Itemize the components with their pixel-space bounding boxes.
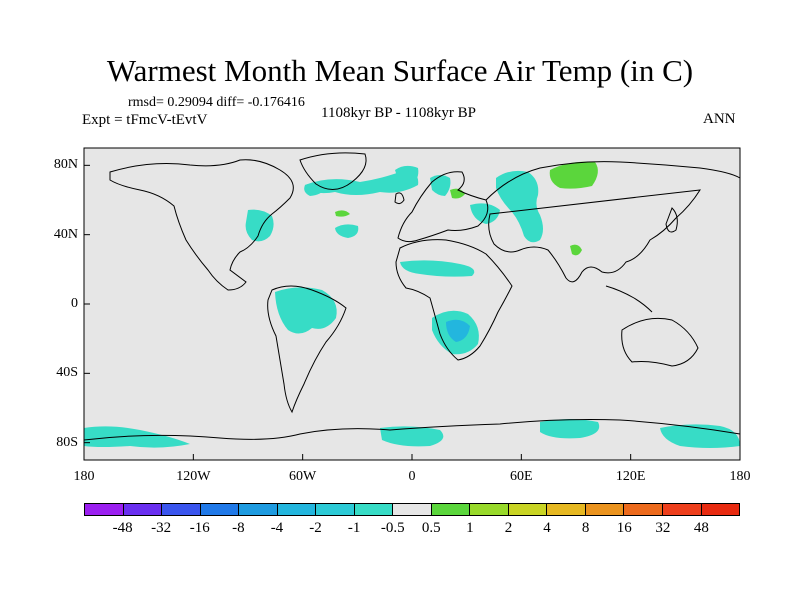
colorbar-swatch [662, 504, 702, 515]
lat-label: 80S [56, 434, 78, 450]
colorbar-swatch [354, 504, 394, 515]
anomaly-antarctic-3 [540, 419, 600, 439]
colorbar-swatch [585, 504, 625, 515]
coast-asia [485, 161, 741, 283]
colorbar-swatch [239, 504, 278, 515]
lat-label: 40S [56, 365, 78, 381]
coast-australia [621, 317, 699, 367]
colorbar-label: 4 [543, 520, 551, 536]
anomaly-india-warm [570, 244, 582, 256]
colorbar-label: -2 [309, 520, 322, 536]
colorbar-swatch [277, 504, 317, 515]
coast-europe [397, 171, 489, 243]
anomaly-greenland-sea [395, 165, 419, 185]
colorbar-label: -32 [151, 520, 172, 536]
lon-label: 180 [73, 469, 95, 484]
coastlines [83, 152, 741, 441]
anomaly-central-asia [470, 203, 500, 224]
lon-label: 120E [615, 469, 646, 484]
anomaly-antarctic-4 [660, 424, 740, 448]
colorbar-label: 48 [693, 520, 709, 536]
colorbar-swatch [624, 504, 663, 515]
lat-label: 40N [53, 226, 78, 242]
anomaly-regions [84, 161, 740, 448]
coast-north-america [109, 159, 294, 291]
season-label: ANN [703, 111, 736, 127]
coast-greenland [299, 152, 367, 190]
anomaly-siberia-warm [549, 161, 598, 189]
colorbar-swatch [162, 504, 201, 515]
coast-antarctica [83, 419, 741, 441]
colorbar-label: -1 [347, 520, 361, 536]
colorbar-swatch [431, 504, 471, 515]
anomaly-atlantic-mid [335, 224, 359, 238]
colorbar-swatch [508, 504, 548, 515]
colorbar-label: 8 [581, 520, 590, 536]
lat-label: 80N [53, 157, 78, 173]
colorbar-label: -0.5 [380, 520, 405, 536]
axis-ticks [83, 164, 741, 460]
lon-label: 120W [176, 469, 211, 484]
colorbar-label: -8 [232, 520, 245, 536]
colorbar-swatch [316, 504, 355, 515]
coast-britain [394, 192, 405, 205]
coast-se-asia [605, 285, 653, 313]
anomaly-south-america [275, 287, 337, 334]
anomaly-atlantic-warm [335, 210, 350, 217]
lon-label: 0 [408, 469, 416, 484]
colorbar-label: 1 [466, 520, 474, 536]
lat-label: 0 [71, 296, 78, 311]
colorbar-swatch [85, 504, 124, 515]
anomaly-southern-africa-core [446, 319, 470, 342]
colorbar-label: -16 [189, 520, 210, 536]
colorbar-swatch [123, 504, 163, 515]
anomaly-north-atlantic [305, 170, 419, 195]
colorbar-label: 16 [616, 520, 632, 536]
colorbar-label: -48 [112, 520, 133, 536]
anomaly-russia [496, 170, 543, 243]
lon-label: 60E [510, 469, 533, 484]
map-background [84, 148, 740, 460]
coast-japan [665, 207, 678, 233]
colorbar-swatch [393, 504, 432, 515]
lon-label: 60W [289, 469, 317, 484]
stats-text: rmsd= 0.29094 diff= -0.176416 [128, 95, 305, 110]
colorbar-label: 32 [655, 520, 671, 536]
colorbar-swatch [701, 504, 740, 515]
coast-africa [395, 239, 513, 361]
colorbar-swatch [470, 504, 509, 515]
anomaly-scandinavia [430, 175, 451, 196]
anomaly-antarctic-2 [380, 426, 444, 447]
colorbar-label: 2 [504, 520, 513, 536]
anomaly-east-us [245, 209, 274, 242]
colorbar-label: -4 [270, 520, 284, 536]
colorbar-swatch [200, 504, 240, 515]
anomaly-antarctic-1 [84, 426, 190, 448]
experiment-label: Expt = tFmcV-tEvtV [82, 112, 208, 128]
map-title: Warmest Month Mean Surface Air Temp (in … [106, 53, 694, 88]
anomaly-sahara [400, 260, 475, 277]
colorbar [84, 503, 740, 516]
colorbar-swatch [547, 504, 586, 515]
lon-label: 180 [729, 469, 751, 484]
period-label: 1108kyr BP - 1108kyr BP [321, 105, 477, 121]
coast-south-america [267, 285, 347, 414]
colorbar-label: 0.5 [421, 520, 441, 536]
